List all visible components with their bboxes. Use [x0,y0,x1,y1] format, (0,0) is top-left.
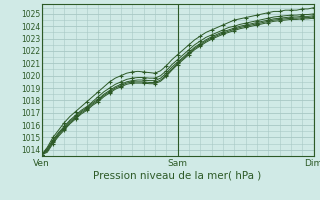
X-axis label: Pression niveau de la mer( hPa ): Pression niveau de la mer( hPa ) [93,171,262,181]
